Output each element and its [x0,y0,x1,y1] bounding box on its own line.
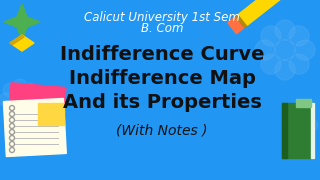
Circle shape [289,26,309,46]
Circle shape [275,60,295,80]
Polygon shape [10,35,24,45]
FancyBboxPatch shape [282,103,287,158]
Text: And its Properties: And its Properties [63,93,261,111]
Circle shape [3,83,17,97]
Circle shape [282,119,294,131]
Circle shape [302,127,315,140]
Circle shape [23,103,37,117]
Text: B. Com: B. Com [141,21,183,35]
Circle shape [294,119,306,131]
FancyBboxPatch shape [282,103,314,158]
Circle shape [13,79,27,93]
Circle shape [13,107,27,121]
Circle shape [275,20,295,40]
FancyBboxPatch shape [236,14,247,28]
FancyBboxPatch shape [6,83,66,147]
FancyBboxPatch shape [311,103,314,158]
Circle shape [306,119,318,131]
Circle shape [0,93,13,107]
Polygon shape [10,35,34,51]
Circle shape [23,83,37,97]
FancyBboxPatch shape [4,98,66,157]
FancyBboxPatch shape [239,0,300,25]
Circle shape [261,54,281,74]
Text: Indifference Curve: Indifference Curve [60,44,264,64]
Polygon shape [4,4,40,40]
Circle shape [294,131,306,143]
Text: (With Notes ): (With Notes ) [116,123,208,137]
FancyBboxPatch shape [38,103,64,125]
Circle shape [13,93,27,107]
Circle shape [289,54,309,74]
FancyBboxPatch shape [297,100,311,107]
Circle shape [27,93,41,107]
Circle shape [295,40,315,60]
Circle shape [285,111,298,123]
Circle shape [255,40,275,60]
Circle shape [285,127,298,140]
Circle shape [294,107,306,119]
FancyBboxPatch shape [228,17,244,34]
Circle shape [3,103,17,117]
Text: Indifference Map: Indifference Map [68,69,255,87]
Circle shape [275,40,295,60]
Text: Calicut University 1st Sem: Calicut University 1st Sem [84,10,240,24]
Circle shape [261,26,281,46]
Circle shape [302,111,315,123]
